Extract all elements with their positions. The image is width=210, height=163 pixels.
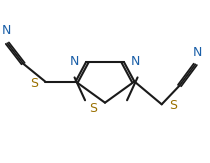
Text: N: N: [193, 46, 202, 59]
Text: N: N: [69, 55, 79, 68]
Text: N: N: [2, 24, 11, 37]
Text: S: S: [89, 102, 97, 115]
Text: S: S: [30, 77, 38, 90]
Text: N: N: [131, 55, 141, 68]
Text: S: S: [169, 99, 177, 112]
